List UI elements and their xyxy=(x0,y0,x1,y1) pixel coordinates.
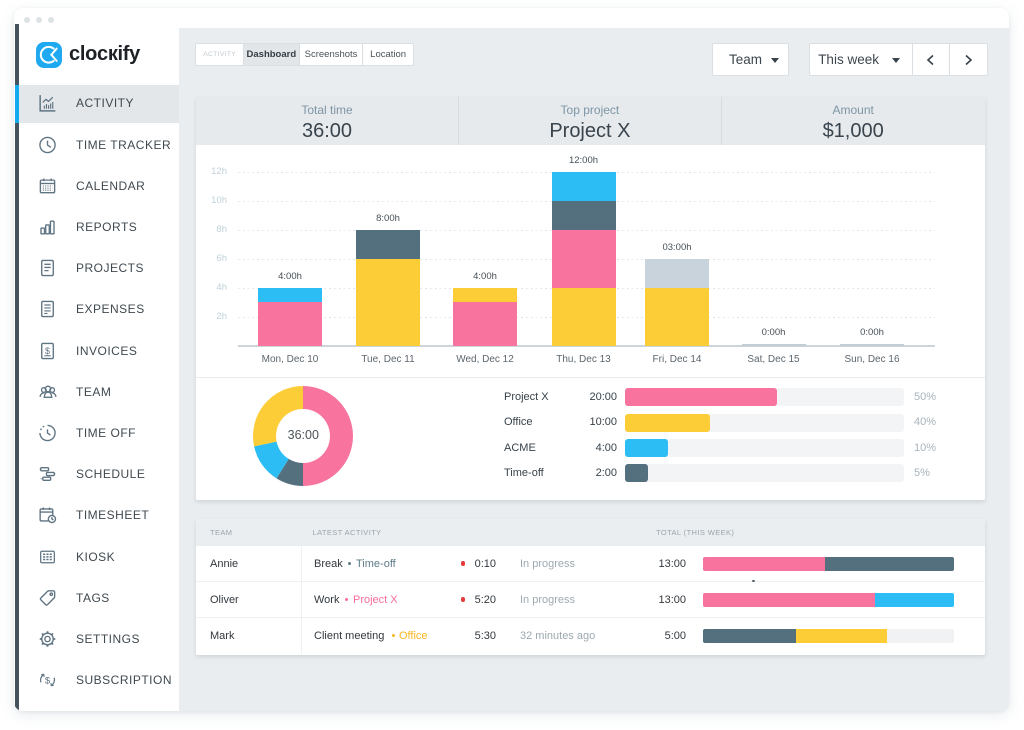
svg-text:$: $ xyxy=(45,345,50,355)
svg-text:$: $ xyxy=(45,675,51,686)
